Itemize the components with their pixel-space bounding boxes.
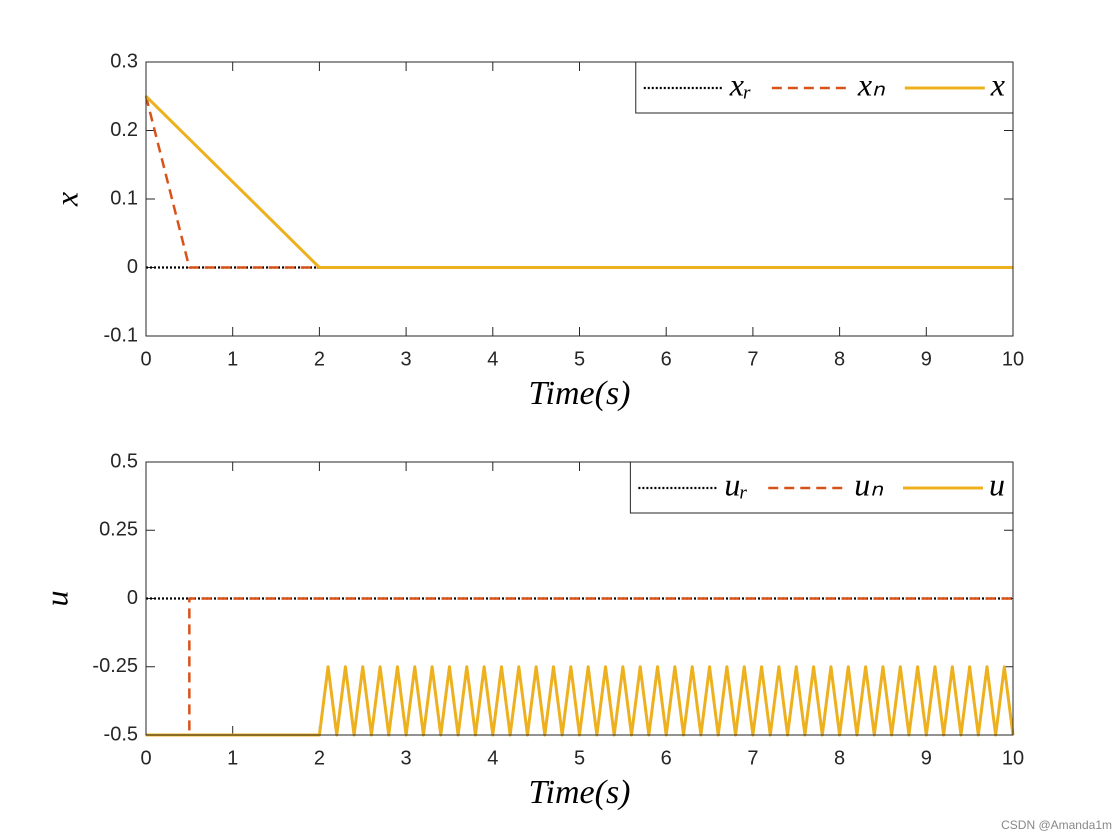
legend-label: xᵣ	[729, 66, 752, 102]
x-tick-label: 1	[227, 348, 238, 370]
axes-box	[145, 461, 1014, 736]
legend-label: xₙ	[857, 66, 886, 102]
y-axis-label: x	[48, 192, 84, 207]
x-tick-label: 0	[140, 348, 151, 370]
y-tick-label: -0.5	[104, 723, 138, 745]
x-tick-label: 7	[747, 747, 758, 769]
legend-label: uₙ	[854, 466, 884, 502]
y-tick-label: -0.25	[92, 655, 138, 677]
y-axis-label: u	[38, 591, 74, 607]
x-tick-label: 3	[401, 348, 412, 370]
y-tick-label: 0.5	[110, 450, 138, 472]
series-line	[146, 665, 1015, 737]
y-tick-label: 0	[127, 256, 138, 278]
x-tick-label: 6	[661, 747, 672, 769]
x-tick-label: 5	[574, 348, 585, 370]
legend-label: u	[989, 466, 1005, 502]
x-axis-label: Time(s)	[529, 774, 631, 811]
x-tick-label: 1	[227, 747, 238, 769]
y-tick-label: -0.1	[104, 324, 138, 346]
y-tick-label: 0.1	[110, 187, 138, 209]
y-tick-label: 0.3	[110, 50, 138, 72]
watermark: CSDN @Amanda1m	[1001, 818, 1112, 832]
legend-label: x	[990, 66, 1005, 102]
x-tick-label: 3	[401, 747, 412, 769]
x-tick-label: 0	[140, 747, 151, 769]
x-tick-label: 7	[747, 348, 758, 370]
x-tick-label: 8	[834, 747, 845, 769]
legend: xᵣ xₙ x	[635, 61, 1014, 114]
x-tick-label: 10	[1002, 747, 1024, 769]
x-tick-label: 9	[921, 348, 932, 370]
x-tick-label: 4	[487, 747, 498, 769]
x-tick-label: 8	[834, 348, 845, 370]
x-tick-label: 4	[487, 348, 498, 370]
x-tick-label: 2	[314, 348, 325, 370]
x-tick-label: 5	[574, 747, 585, 769]
series-line	[144, 95, 1013, 269]
legend: uᵣ uₙ u	[629, 461, 1014, 514]
y-tick-label: 0.25	[99, 519, 138, 541]
x-axis-label: Time(s)	[529, 375, 631, 412]
x-tick-label: 6	[661, 348, 672, 370]
x-tick-label: 2	[314, 747, 325, 769]
x-tick-label: 9	[921, 747, 932, 769]
axes-box	[145, 61, 1014, 337]
x-tick-label: 10	[1002, 348, 1024, 370]
y-tick-label: 0.2	[110, 119, 138, 141]
y-tick-label: 0	[127, 587, 138, 609]
legend-label: uᵣ	[724, 466, 748, 502]
